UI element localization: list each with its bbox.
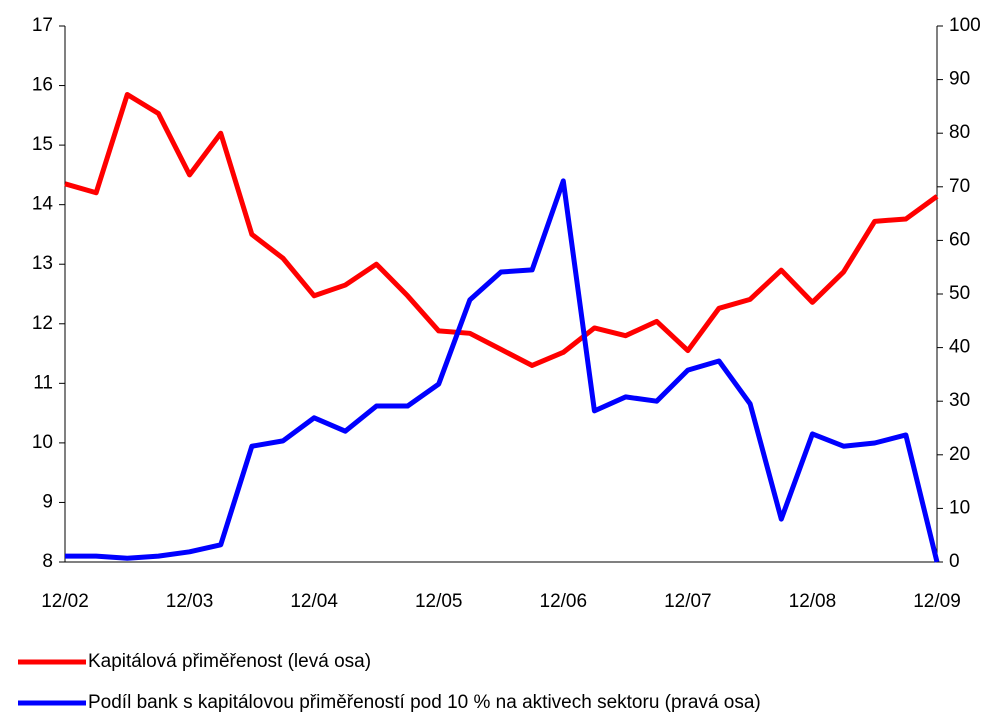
y2-tick-label: 20 (949, 444, 970, 465)
y2-tick-label: 10 (949, 497, 970, 518)
y2-tick-label: 90 (949, 69, 970, 90)
y-tick-label: 8 (42, 551, 53, 572)
y-tick-label: 13 (32, 253, 53, 274)
y2-tick-label: 60 (949, 229, 970, 250)
x-tick-label: 12/05 (415, 591, 463, 612)
series-line (65, 178, 940, 563)
x-tick-label: 12/03 (166, 591, 214, 612)
y-tick-label: 17 (32, 15, 53, 36)
legend-label: Kapitálová přiměřenost (levá osa) (88, 651, 371, 672)
y-tick-label: 16 (32, 75, 53, 96)
y-tick-label: 9 (42, 491, 53, 512)
y2-tick-label: 70 (949, 176, 970, 197)
y2-tick-label: 40 (949, 337, 970, 358)
x-tick-label: 12/07 (664, 591, 712, 612)
y-tick-label: 12 (32, 313, 53, 334)
series-line (64, 91, 939, 368)
x-tick-label: 12/04 (290, 591, 338, 612)
x-tick-label: 12/09 (913, 591, 961, 612)
legend-label: Podíl bank s kapitálovou přiměřeností po… (88, 692, 761, 713)
y-tick-label: 15 (32, 134, 53, 155)
x-tick-label: 12/08 (789, 591, 837, 612)
y2-tick-label: 0 (949, 551, 960, 572)
x-tick-label: 12/06 (540, 591, 588, 612)
x-tick-label: 12/02 (41, 591, 89, 612)
y2-tick-label: 50 (949, 283, 970, 304)
y-tick-label: 14 (32, 194, 54, 215)
y2-tick-label: 30 (949, 390, 970, 411)
y-tick-label: 11 (33, 372, 53, 393)
y2-tick-label: 80 (949, 122, 970, 143)
y2-tick-label: 100 (949, 15, 981, 36)
y-tick-label: 10 (32, 432, 53, 453)
